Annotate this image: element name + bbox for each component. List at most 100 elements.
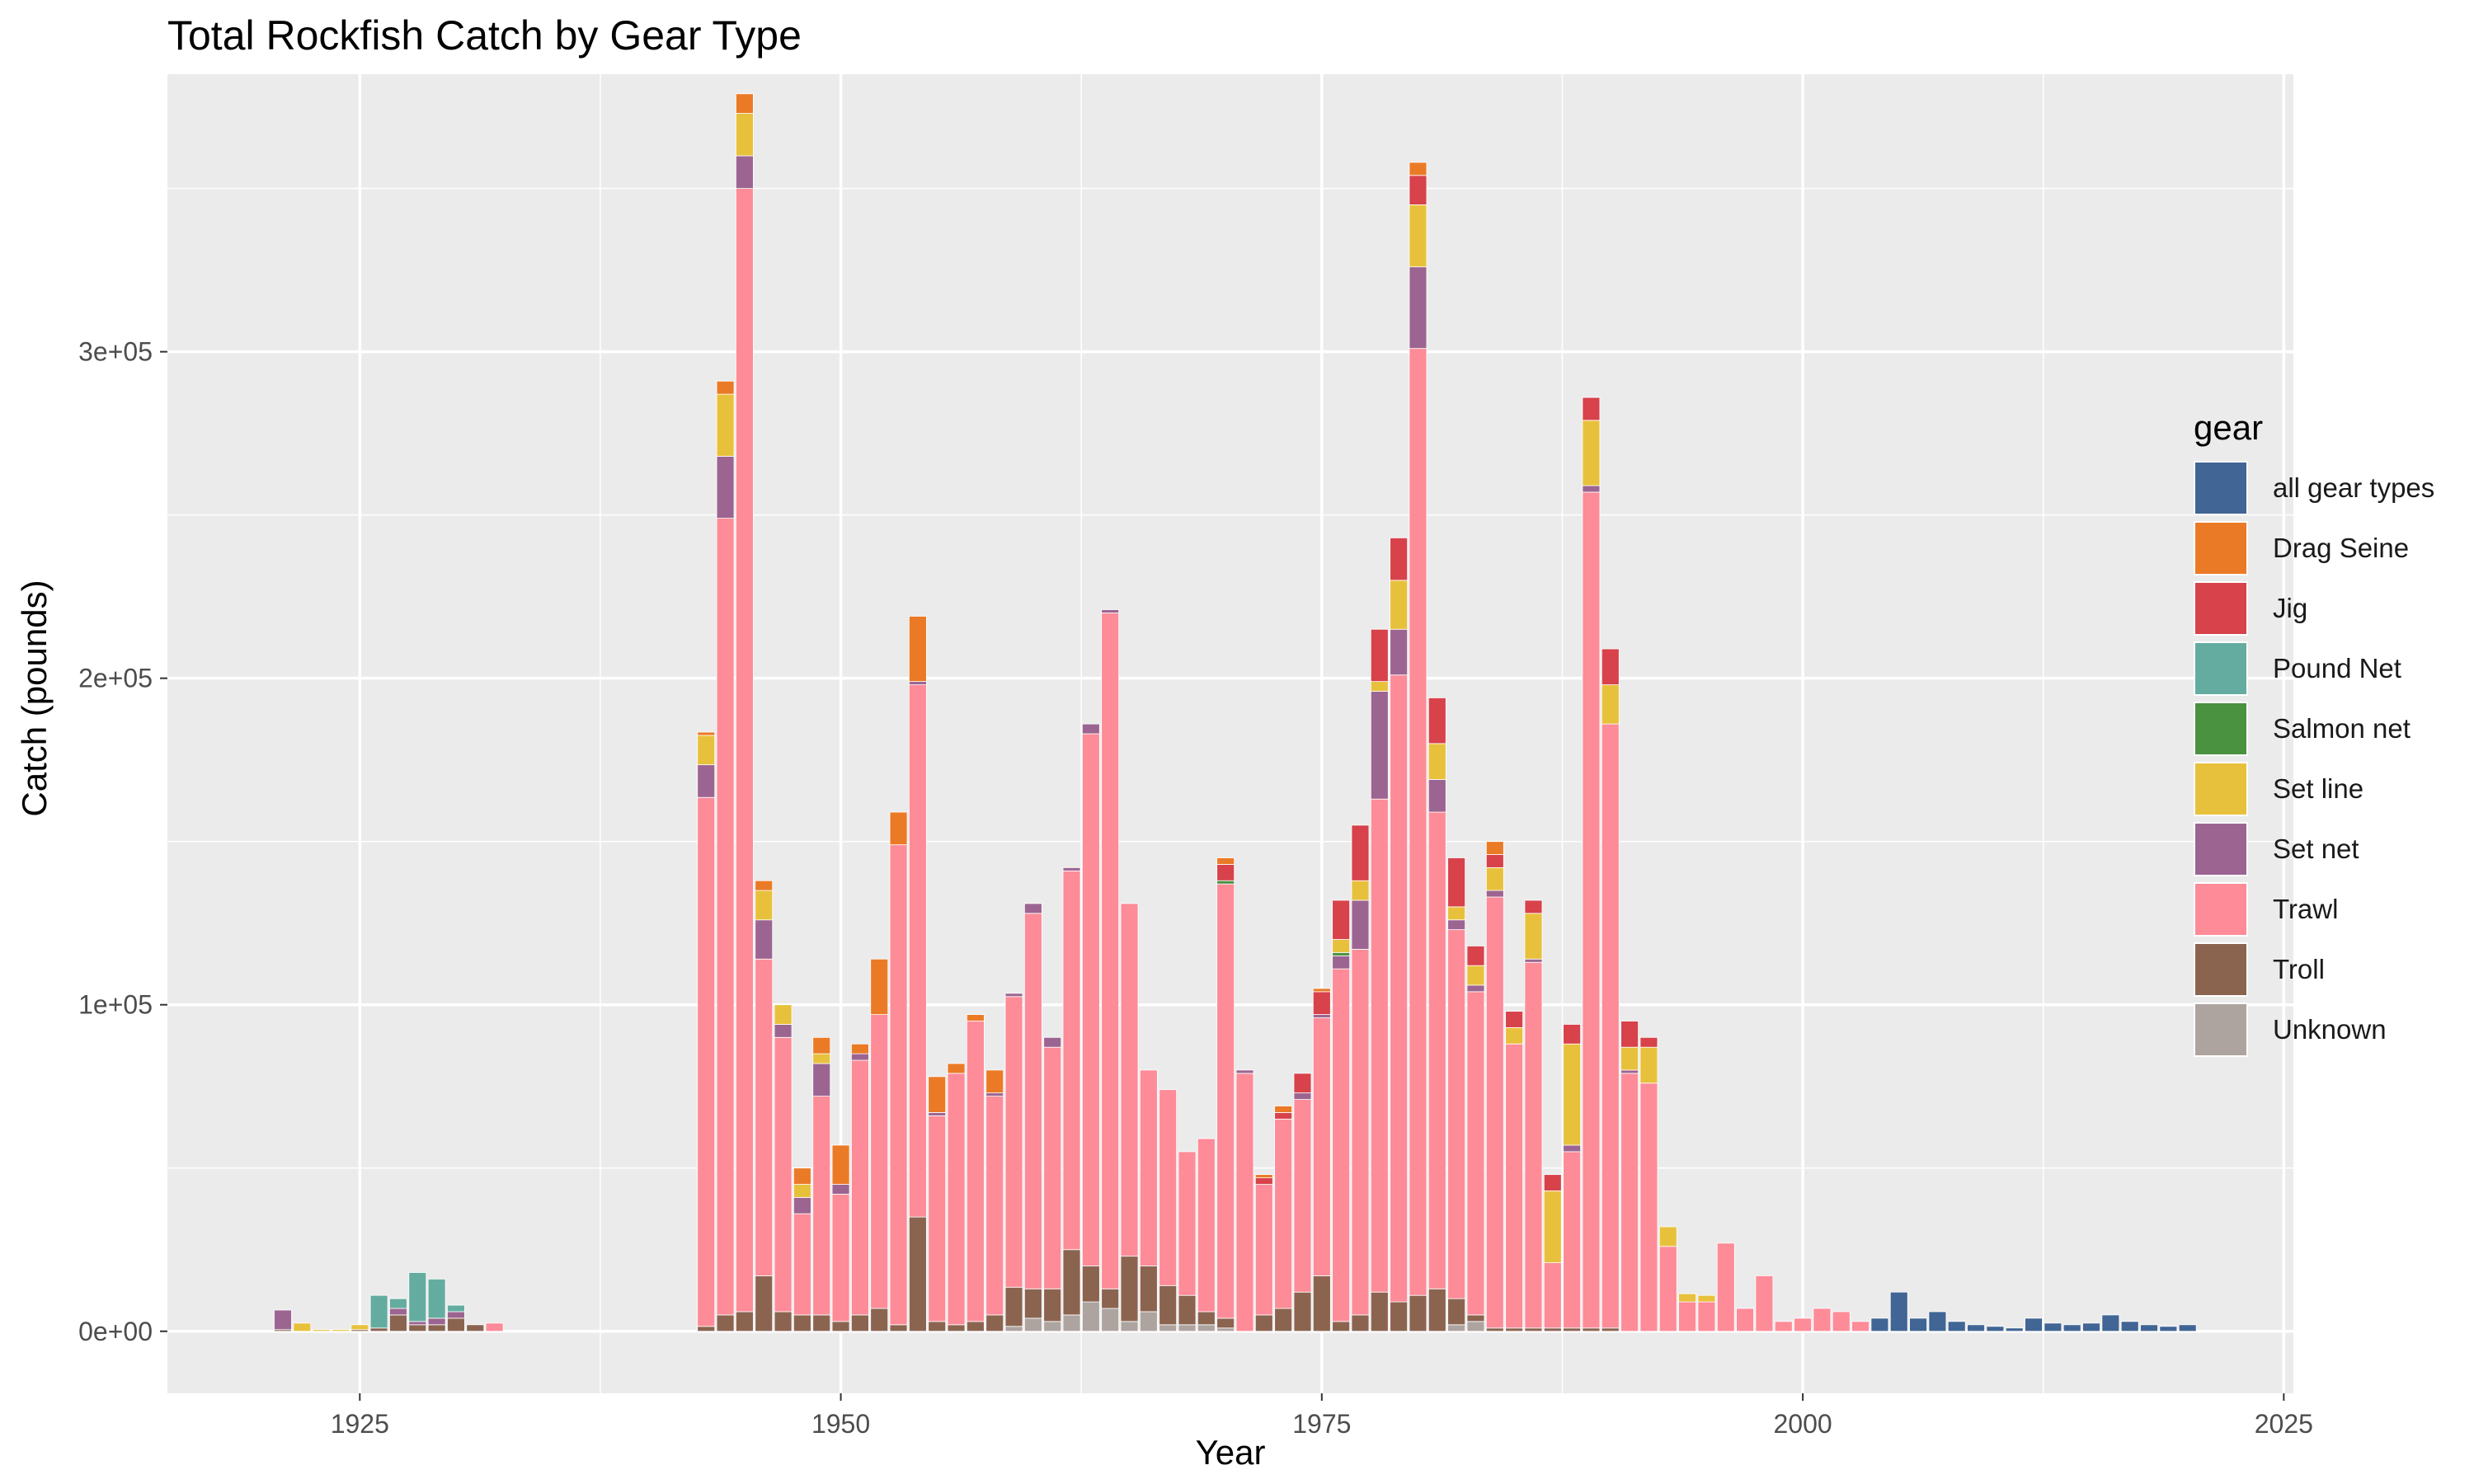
legend-swatch (2194, 1002, 2248, 1057)
bar-segment (870, 1014, 889, 1309)
bar-segment (1505, 1327, 1524, 1332)
bar-segment (1293, 1092, 1312, 1100)
bar-segment (1889, 1291, 1908, 1332)
bar-segment (1505, 1043, 1524, 1329)
bar-segment (485, 1322, 504, 1332)
bar-segment (1332, 968, 1351, 1322)
legend-item: Set net (2194, 819, 2434, 879)
bar-segment (831, 1144, 850, 1185)
bar-segment (2005, 1327, 2024, 1332)
bar-segment (850, 1314, 869, 1332)
bar-segment (350, 1324, 369, 1331)
bar-segment (1390, 537, 1409, 581)
legend-title: gear (2194, 408, 2264, 447)
bar-segment (312, 1329, 331, 1332)
bar-segment (447, 1304, 465, 1313)
x-axis-title: Year (1195, 1433, 1266, 1472)
bar-segment (1427, 779, 1446, 813)
bar-segment (774, 1311, 793, 1332)
bar-segment (928, 1076, 947, 1113)
bar-segment (1409, 162, 1427, 176)
bar-segment (1235, 1073, 1254, 1332)
bar-segment (1524, 1327, 1543, 1332)
bar-segment (736, 113, 754, 157)
bar-segment (1524, 958, 1543, 963)
bar-segment (755, 890, 774, 921)
legend-label: Set line (2273, 773, 2364, 804)
bar-segment (1370, 681, 1389, 692)
bar-segment (1582, 491, 1601, 1329)
bar-segment (1178, 1294, 1197, 1326)
bar-segment (1390, 674, 1409, 1303)
legend-item: Drag Seine (2194, 518, 2434, 578)
bar-segment (389, 1308, 407, 1316)
bar-segment (697, 735, 716, 766)
bar-segment (2120, 1321, 2139, 1332)
bar-segment (427, 1317, 446, 1326)
legend-label: Jig (2273, 592, 2308, 623)
legend-swatch (2194, 761, 2248, 816)
bar-segment (447, 1311, 465, 1319)
bar-segment (1813, 1308, 1832, 1332)
bar-segment (1563, 1144, 1582, 1153)
bar-segment (1427, 743, 1446, 780)
bar-segment (1697, 1294, 1716, 1303)
bar-segment (1466, 965, 1485, 986)
bar-segment (1312, 991, 1331, 1015)
bar-segment (1620, 1046, 1639, 1071)
bar-segment (736, 155, 754, 190)
bar-segment (716, 380, 735, 395)
bar-segment (889, 844, 908, 1326)
bar-segment (928, 1321, 947, 1332)
y-tick-label: 3e+05 (78, 337, 153, 367)
bar-segment (928, 1112, 947, 1116)
bar-segment (793, 1213, 811, 1316)
bar-segment (1909, 1317, 1927, 1332)
bar-segment (427, 1324, 446, 1332)
x-tick-label: 1925 (331, 1409, 389, 1439)
bar-segment (1274, 1308, 1293, 1332)
bar-segment (1081, 1301, 1100, 1332)
y-tick-label: 2e+05 (78, 664, 153, 693)
bar-segment (1101, 1288, 1120, 1309)
bar-segment (908, 684, 927, 1218)
bar-segment (1466, 1314, 1485, 1322)
bar-segment (389, 1298, 407, 1309)
bar-segment (793, 1167, 811, 1185)
bar-segment (1582, 420, 1601, 486)
bar-segment (1101, 613, 1120, 1289)
bar-segment (1870, 1317, 1889, 1332)
bar-segment (1023, 1317, 1042, 1332)
bar-segment (1216, 880, 1235, 885)
y-tick-label: 0e+00 (78, 1317, 153, 1346)
bar-segment (1466, 946, 1485, 966)
bar-segment (1447, 1298, 1466, 1326)
bar-segment (1409, 348, 1427, 1296)
bar-segment (908, 681, 927, 685)
bar-segment (1447, 929, 1466, 1299)
bar-segment (1485, 841, 1504, 855)
bar-segment (793, 1184, 811, 1198)
bar-segment (1081, 1266, 1100, 1303)
legend-label: Set net (2273, 833, 2359, 864)
bar-segment (1216, 857, 1235, 865)
bar-segment (1332, 939, 1351, 953)
legend-item: Trawl (2194, 879, 2434, 939)
bar-segment (2178, 1324, 2197, 1332)
bar-segment (1851, 1321, 1870, 1332)
legend-swatch (2194, 881, 2248, 937)
bar-segment (1254, 1184, 1273, 1316)
bar-segment (736, 1311, 754, 1332)
bar-segment (812, 1063, 831, 1097)
bar-segment (1409, 175, 1427, 205)
bar-segment (1485, 854, 1504, 868)
bar-segment (1563, 1151, 1582, 1329)
bar-segment (1716, 1242, 1735, 1332)
bar-segment (1139, 1266, 1158, 1313)
bar-segment (1563, 1043, 1582, 1146)
bar-segment (1543, 1190, 1562, 1263)
bar-segment (1293, 1099, 1312, 1293)
bar-segment (755, 880, 774, 891)
bar-segment (1409, 266, 1427, 350)
